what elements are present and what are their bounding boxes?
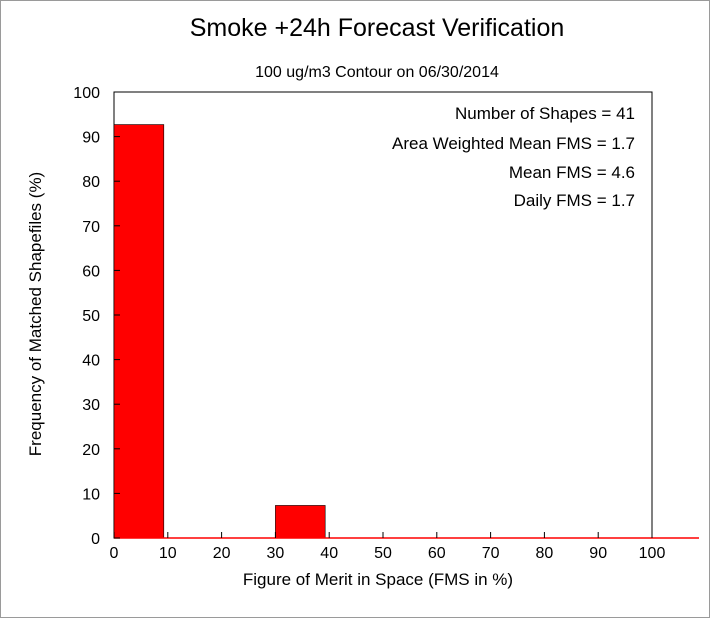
y-tick-label: 10: [82, 486, 100, 503]
x-tick-label: 60: [428, 545, 446, 562]
x-tick-label: 100: [639, 545, 666, 562]
y-axis-label: Frequency of Matched Shapefiles (%): [26, 172, 45, 456]
y-tick-label: 100: [73, 85, 100, 102]
chart-subtitle: 100 ug/m3 Contour on 06/30/2014: [255, 64, 499, 81]
x-tick-label: 20: [213, 545, 231, 562]
annotation-number-of-shapes: Number of Shapes = 41: [455, 104, 635, 123]
x-tick-label: 0: [110, 545, 119, 562]
y-tick-label: 30: [82, 397, 100, 414]
x-tick-label: 30: [267, 545, 285, 562]
x-tick-label: 70: [482, 545, 500, 562]
x-tick-label: 90: [589, 545, 607, 562]
bar-0-10: [113, 124, 165, 539]
y-tick-label: 20: [82, 442, 100, 459]
y-tick-label: 50: [82, 308, 100, 325]
y-tick-label: 90: [82, 130, 100, 147]
chart-title: Smoke +24h Forecast Verification: [190, 14, 565, 42]
annotation-area-weighted-mean-fms: Area Weighted Mean FMS = 1.7: [392, 134, 635, 153]
bar-30-40: [275, 505, 326, 539]
x-tick-label: 80: [536, 545, 554, 562]
plot-area: [113, 91, 653, 539]
y-tick-label: 70: [82, 219, 100, 236]
x-axis-label: Figure of Merit in Space (FMS in %): [243, 570, 513, 589]
x-tick-label: 40: [320, 545, 338, 562]
y-tick-label: 60: [82, 263, 100, 280]
x-tick-label: 50: [374, 545, 392, 562]
annotation-daily-fms: Daily FMS = 1.7: [514, 191, 635, 210]
y-tick-label: 0: [91, 531, 100, 548]
x-tick-label: 10: [159, 545, 177, 562]
annotation-mean-fms: Mean FMS = 4.6: [509, 163, 635, 182]
y-tick-label: 40: [82, 353, 100, 370]
y-tick-label: 80: [82, 174, 100, 191]
